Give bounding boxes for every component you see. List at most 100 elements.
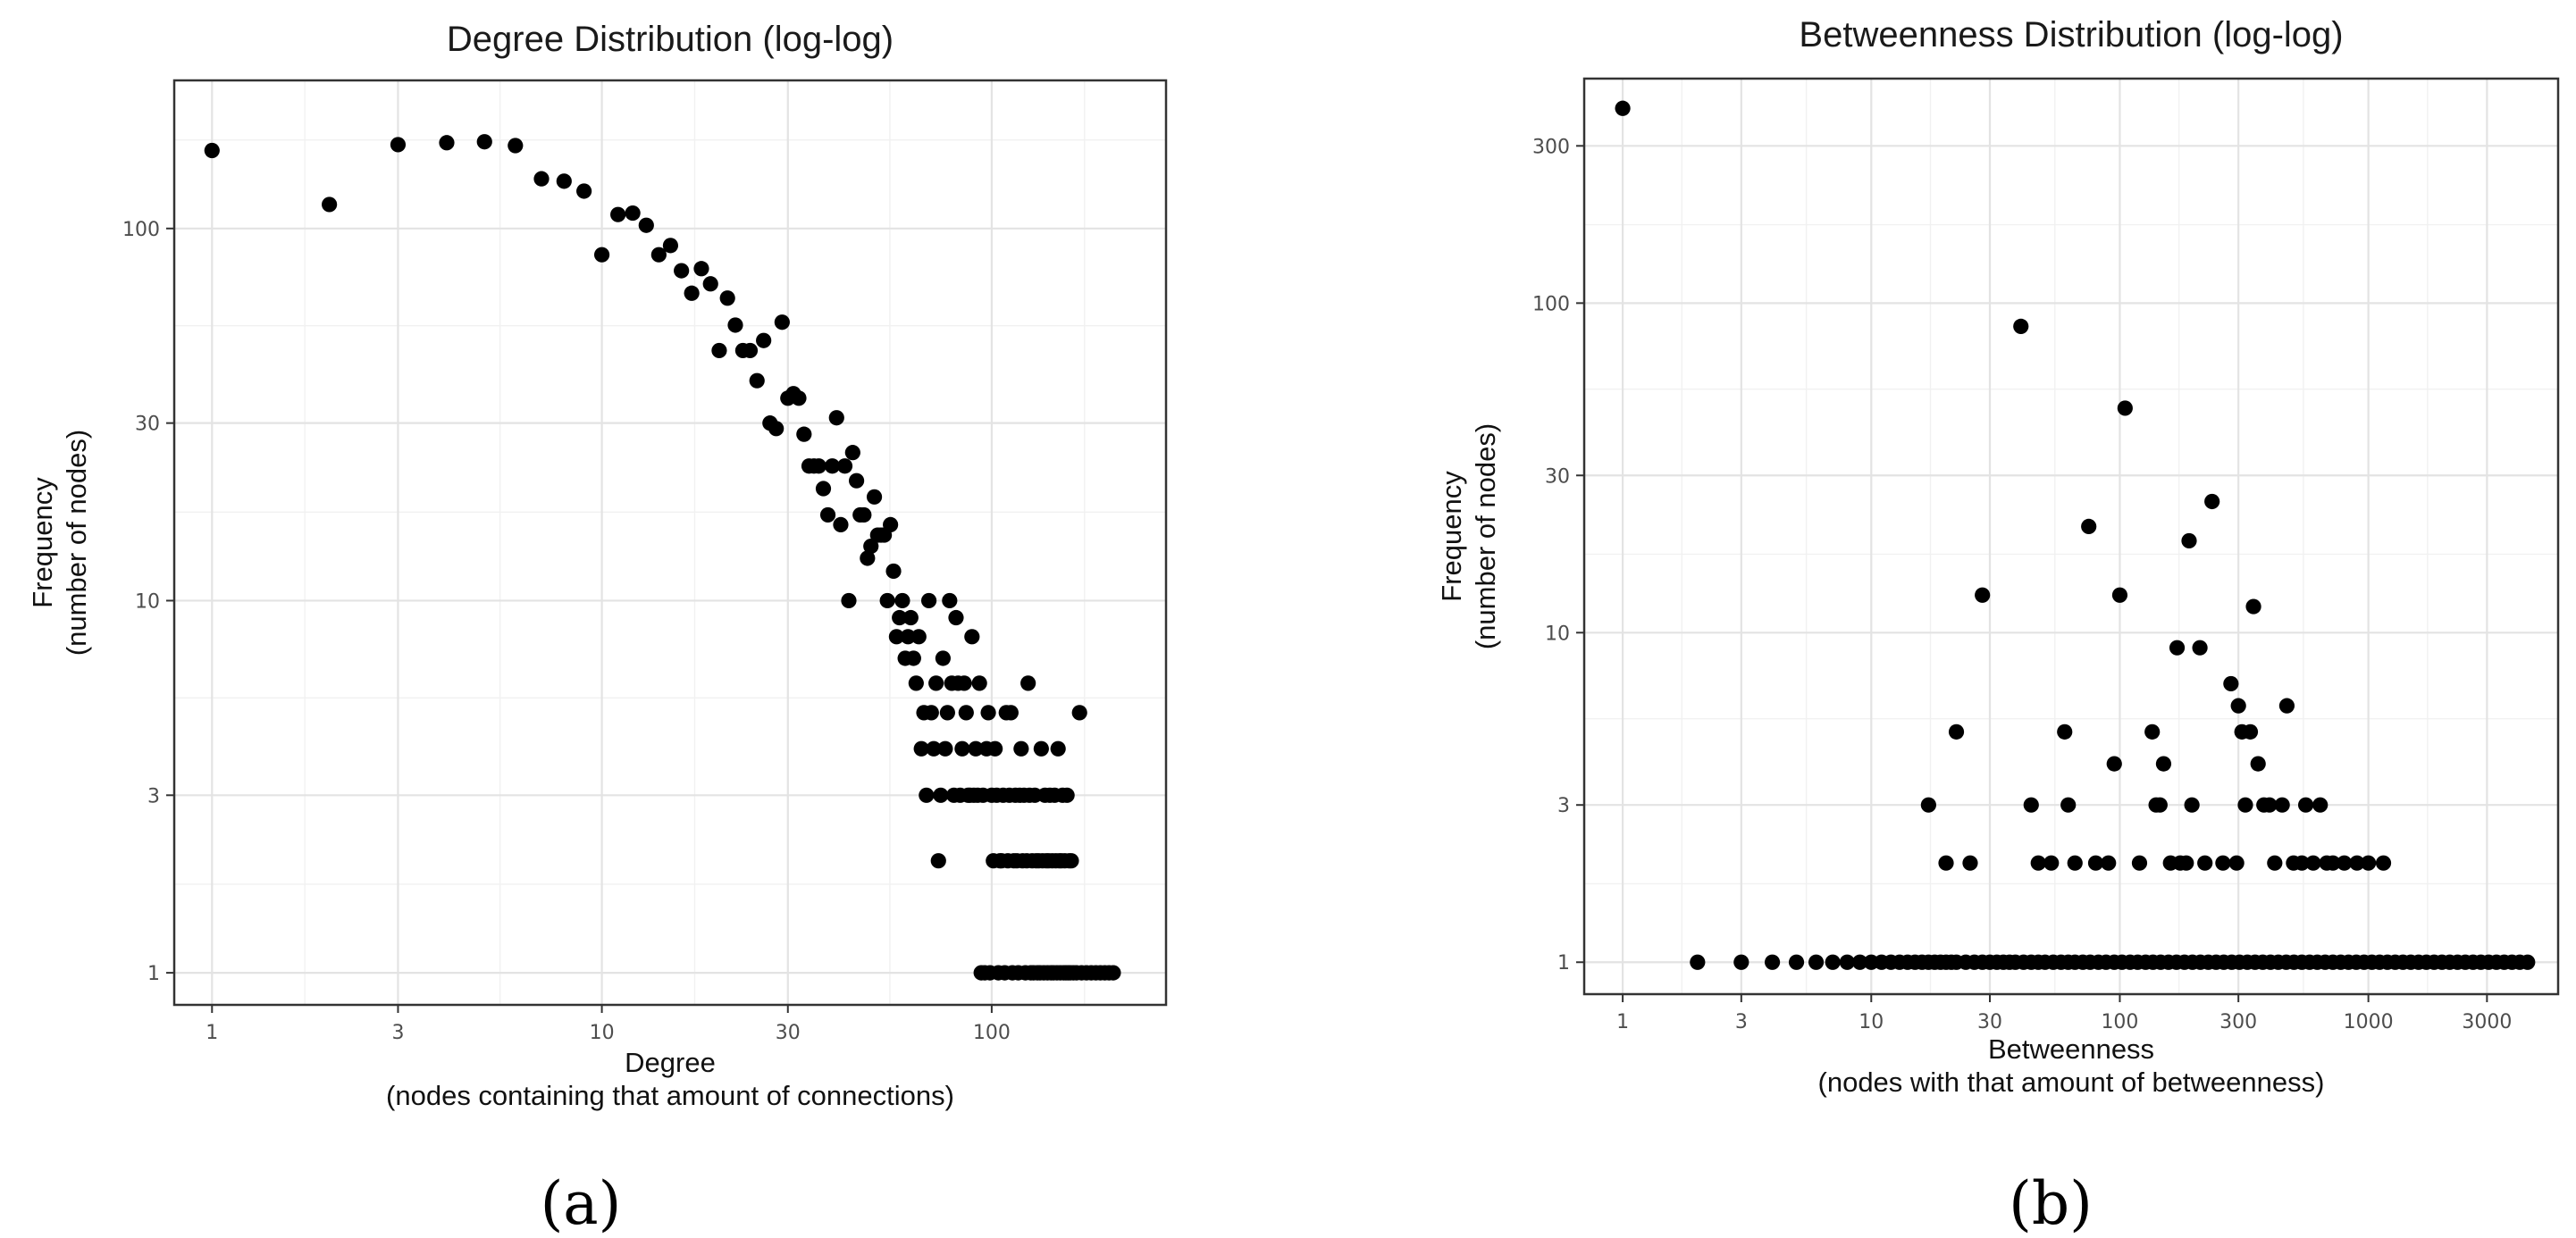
degree-data-point (958, 705, 974, 721)
degree-data-point (439, 135, 455, 151)
degree-x-axis-label: Degree (625, 1047, 716, 1078)
betweenness-data-point (2081, 518, 2097, 535)
betweenness-data-point (1764, 954, 1781, 970)
betweenness-data-point (2030, 855, 2046, 871)
betweenness-data-point (2520, 954, 2536, 970)
degree-data-point (964, 629, 980, 645)
degree-data-point (956, 675, 972, 691)
degree-data-point (933, 787, 949, 803)
degree-data-point (508, 138, 524, 154)
degree-data-point (863, 538, 879, 555)
degree-plot-frame (172, 79, 1168, 1007)
degree-data-point (702, 276, 718, 292)
degree-data-point (980, 705, 996, 721)
degree-data-point (742, 342, 759, 359)
betweenness-distribution-chart: 1 3 10 30 100 300 1000 3000 1 3 10 30 100 300 Betweenn… (1436, 15, 2560, 1238)
degree-data-point (919, 787, 935, 803)
degree-data-point (1063, 853, 1079, 869)
degree-data-point (908, 675, 924, 691)
betweenness-data-point (2337, 855, 2353, 871)
betweenness-data-point (2312, 797, 2328, 813)
betweenness-x-tick-label: 1 (1616, 1011, 1629, 1033)
betweenness-data-point (2057, 724, 2073, 740)
degree-data-point (923, 705, 939, 721)
betweenness-data-point (2043, 855, 2060, 871)
degree-data-point (593, 247, 610, 263)
degree-data-point (662, 238, 679, 254)
betweenness-data-point (2230, 698, 2246, 714)
degree-data-point (711, 342, 727, 359)
betweenness-plot-frame (1582, 77, 2560, 996)
betweenness-data-point (2361, 855, 2377, 871)
degree-y-tick-label: 30 (135, 414, 160, 436)
degree-data-point (892, 609, 908, 626)
betweenness-data-point (2215, 855, 2231, 871)
degree-data-point (796, 426, 812, 442)
degree-data-point (1050, 740, 1066, 757)
degree-data-point (968, 740, 984, 757)
betweenness-x-tick-label: 30 (1977, 1011, 2002, 1033)
degree-data-point (815, 481, 832, 497)
betweenness-chart-title: Betweenness Distribution (log-log) (1799, 15, 2343, 54)
degree-data-point (756, 332, 772, 348)
degree-data-point (727, 317, 743, 333)
betweenness-data-point (2106, 756, 2122, 772)
degree-data-point (1003, 705, 1019, 721)
degree-data-point (885, 563, 902, 580)
degree-data-point (971, 675, 987, 691)
betweenness-data-point (2294, 855, 2310, 871)
betweenness-data-point (1839, 954, 1855, 970)
betweenness-data-point (2181, 532, 2197, 549)
betweenness-data-point (1808, 954, 1825, 970)
betweenness-y-tick-label: 3 (1557, 795, 1570, 817)
betweenness-data-point (2101, 855, 2117, 871)
degree-data-point (883, 516, 899, 532)
degree-y-axis-label: Frequency (27, 477, 58, 608)
betweenness-y-tick-label: 300 (1532, 136, 1570, 158)
degree-data-point (987, 740, 1003, 757)
betweenness-y-tick-label: 1 (1557, 952, 1570, 975)
degree-data-point (556, 173, 572, 189)
degree-data-point (856, 506, 872, 523)
betweenness-data-point (2169, 640, 2186, 656)
degree-data-point (948, 609, 964, 626)
degree-x-tick-label: 3 (391, 1022, 404, 1044)
degree-data-point (836, 458, 853, 474)
degree-data-point (768, 421, 785, 437)
betweenness-data-point (1690, 954, 1706, 970)
betweenness-data-point (2197, 855, 2213, 871)
betweenness-data-point (2237, 797, 2253, 813)
degree-data-point (888, 629, 904, 645)
degree-x-axis-sublabel: (nodes containing that amount of connect… (386, 1080, 954, 1111)
degree-data-point (693, 261, 709, 277)
betweenness-x-tick-label: 1000 (2344, 1011, 2394, 1033)
betweenness-y-axis-sublabel: (number of nodes) (1470, 423, 1501, 649)
betweenness-data-point (2087, 855, 2104, 871)
degree-data-point (1059, 787, 1075, 803)
betweenness-data-point (2278, 698, 2295, 714)
betweenness-data-point (2192, 640, 2208, 656)
degree-data-point (833, 516, 849, 532)
degree-data-point (204, 142, 220, 159)
betweenness-data-point (1851, 954, 1868, 970)
degree-data-point (860, 550, 876, 566)
betweenness-data-point (2067, 855, 2083, 871)
degree-y-tick-label: 1 (147, 963, 160, 985)
betweenness-panel-label: (b) (2009, 1169, 2093, 1238)
degree-data-point (866, 489, 883, 505)
degree-panel-label: (a) (541, 1169, 622, 1238)
degree-data-point (913, 740, 929, 757)
degree-distribution-chart: 1 3 10 30 100 1 3 10 30 100 Degree Distribution (l… (27, 20, 1168, 1238)
degree-data-point (638, 217, 654, 233)
betweenness-y-tick-label: 10 (1545, 623, 1570, 645)
betweenness-data-point (2297, 797, 2314, 813)
betweenness-data-point (2267, 855, 2283, 871)
betweenness-data-point (1920, 797, 1936, 813)
degree-data-point (1020, 675, 1036, 691)
betweenness-y-tick-label: 100 (1532, 293, 1570, 315)
betweenness-x-axis-label: Betweenness (1988, 1033, 2154, 1065)
degree-data-point (684, 285, 700, 301)
degree-data-point (576, 183, 592, 199)
betweenness-data-point (2204, 493, 2220, 510)
betweenness-data-point (2144, 724, 2161, 740)
